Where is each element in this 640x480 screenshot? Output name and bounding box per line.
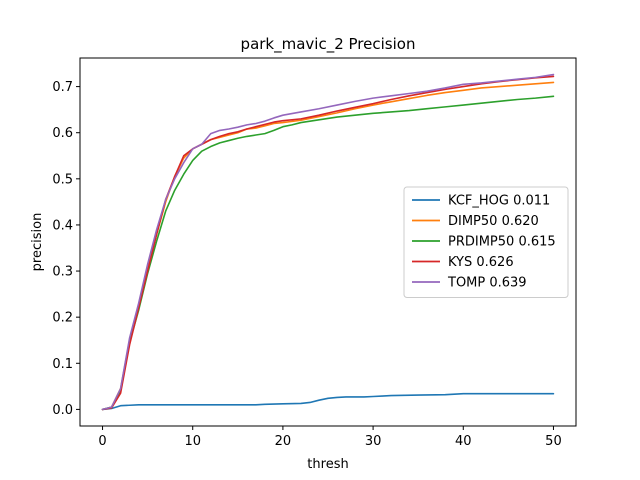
y-axis-ticks: 0.0 0.1 0.2 0.3 0.4 0.5 0.6 0.7	[52, 80, 80, 418]
series-lines	[101, 73, 555, 411]
y-tick-label: 0.5	[52, 172, 73, 187]
y-tick-label: 0.1	[52, 357, 73, 372]
y-tick-label: 0.7	[52, 80, 73, 95]
legend: KCF_HOG 0.011 DIMP50 0.620 PRDIMP50 0.615 K…	[403, 186, 569, 298]
chart-title: park_mavic_2 Precision	[241, 35, 416, 54]
x-tick-label: 30	[365, 434, 382, 449]
series-line-3	[101, 75, 555, 411]
y-tick-label: 0.6	[52, 126, 73, 141]
x-axis-label: thresh	[307, 457, 348, 472]
x-tick-label: 10	[184, 434, 201, 449]
x-axis-ticks: 0 10 20 30 40 50	[98, 426, 562, 449]
legend-entry-label: KYS 0.626	[448, 255, 514, 270]
legend-entry-label: TOMP 0.639	[447, 276, 527, 291]
y-tick-label: 0.4	[52, 218, 73, 233]
y-axis-label: precision	[30, 213, 45, 272]
x-tick-label: 0	[98, 434, 106, 449]
series-line-0	[101, 392, 555, 411]
legend-entry-label: DIMP50 0.620	[448, 214, 539, 229]
y-tick-label: 0.0	[52, 403, 73, 418]
legend-entry-label: PRDIMP50 0.615	[448, 235, 556, 250]
axes-frame	[79, 57, 577, 427]
x-tick-label: 40	[455, 434, 472, 449]
series-line-2	[101, 95, 555, 411]
x-tick-label: 20	[275, 434, 292, 449]
series-line-4	[101, 73, 555, 411]
y-tick-label: 0.2	[52, 311, 73, 326]
legend-entry-label: KCF_HOG 0.011	[448, 194, 550, 209]
legend-box	[403, 186, 569, 298]
y-tick-label: 0.3	[52, 265, 73, 280]
x-tick-label: 50	[545, 434, 562, 449]
